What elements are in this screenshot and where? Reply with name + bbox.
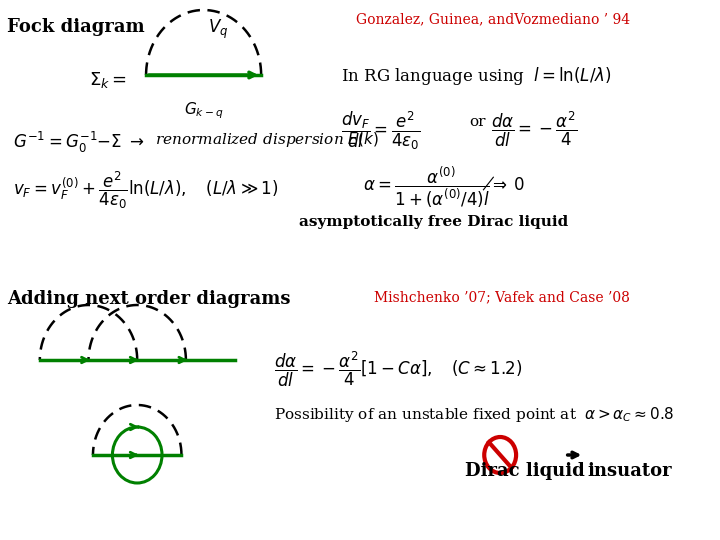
Text: $v_F = v_F^{(0)} + \dfrac{e^2}{4\varepsilon_0}\ln(L/\lambda),\quad (L/\lambda \g: $v_F = v_F^{(0)} + \dfrac{e^2}{4\varepsi… — [13, 170, 279, 211]
Text: Dirac liquid: Dirac liquid — [465, 462, 585, 480]
Text: $\Sigma_k =$: $\Sigma_k =$ — [89, 70, 127, 90]
Text: or: or — [469, 115, 486, 129]
Text: Possibility of an unstable fixed point at $\;\alpha > \alpha_C \approx 0.8$: Possibility of an unstable fixed point a… — [274, 405, 675, 424]
Text: asymptotically free Dirac liquid: asymptotically free Dirac liquid — [299, 215, 568, 229]
Text: renormalized dispersion $E(k)$: renormalized dispersion $E(k)$ — [155, 130, 379, 149]
Text: In RG language using $\;l = \ln\!\left(L/\lambda\right)$: In RG language using $\;l = \ln\!\left(L… — [341, 65, 611, 87]
Text: $G_{k-q}$: $G_{k-q}$ — [184, 100, 223, 120]
Text: $G^{-1} = G_0^{-1}$$ - \Sigma$$\;\rightarrow$: $G^{-1} = G_0^{-1}$$ - \Sigma$$\;\righta… — [13, 130, 145, 155]
Text: Gonzalez, Guinea, andVozmediano ’ 94: Gonzalez, Guinea, andVozmediano ’ 94 — [356, 12, 630, 26]
Text: Mishchenko ’07; Vafek and Case ’08: Mishchenko ’07; Vafek and Case ’08 — [374, 290, 630, 304]
Text: $\dfrac{d\alpha}{dl} = -\dfrac{\alpha^2}{4}\left[1 - C\alpha\right],\quad (C \ap: $\dfrac{d\alpha}{dl} = -\dfrac{\alpha^2}… — [274, 350, 523, 389]
Text: $\dfrac{dv_F}{dl} = \dfrac{e^2}{4\varepsilon_0}$: $\dfrac{dv_F}{dl} = \dfrac{e^2}{4\vareps… — [341, 110, 420, 152]
Text: Adding next order diagrams: Adding next order diagrams — [7, 290, 291, 308]
Text: $\dfrac{d\alpha}{dl} = -\dfrac{\alpha^2}{4}$: $\dfrac{d\alpha}{dl} = -\dfrac{\alpha^2}… — [491, 110, 577, 149]
Text: $V_q$: $V_q$ — [208, 18, 228, 41]
Text: $\alpha = \dfrac{\alpha^{(0)}}{1+(\alpha^{(0)}/4)l} \;\not\!\!\Rightarrow\; 0$: $\alpha = \dfrac{\alpha^{(0)}}{1+(\alpha… — [363, 165, 526, 210]
Text: insuator: insuator — [588, 462, 672, 480]
Text: Fock diagram: Fock diagram — [7, 18, 145, 36]
